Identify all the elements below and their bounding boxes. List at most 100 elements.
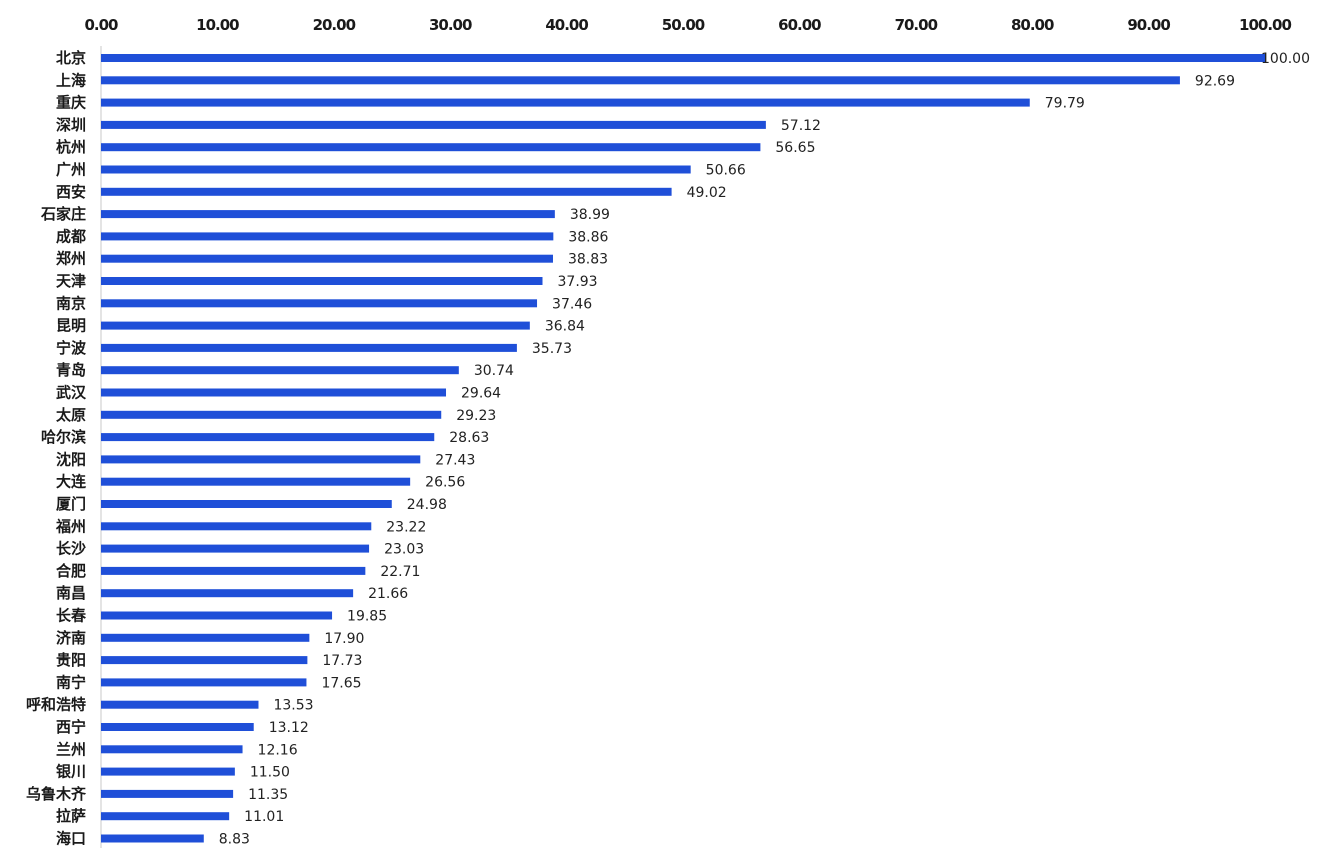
- data-label: 11.35: [248, 787, 288, 803]
- category-label: 天津: [56, 272, 86, 290]
- category-label: 深圳: [56, 116, 86, 134]
- category-label: 南宁: [56, 673, 86, 691]
- data-label: 27.43: [435, 452, 475, 468]
- category-label: 乌鲁木齐: [26, 785, 87, 803]
- bar: [101, 834, 204, 843]
- category-label: 郑州: [56, 250, 86, 268]
- data-label: 38.99: [570, 207, 610, 223]
- data-label: 36.84: [545, 319, 585, 335]
- bar: [101, 656, 308, 665]
- category-label: 广州: [56, 161, 86, 179]
- bar: [101, 812, 230, 821]
- data-labels: 100.00 92.69 79.79 57.12 56.65 50.66 49.02 38.9…: [219, 51, 1310, 848]
- data-label: 50.66: [706, 163, 746, 179]
- category-labels: 北京上海重庆深圳杭州广州西安石家庄成都郑州天津南京昆明宁波青岛武汉太原哈尔滨沈阳…: [26, 49, 87, 848]
- x-tick-label: 40.00: [545, 16, 588, 34]
- bar: [101, 544, 370, 553]
- bar: [101, 143, 761, 152]
- bar: [101, 745, 243, 754]
- bar: [101, 388, 447, 397]
- category-label: 宁波: [56, 339, 87, 357]
- data-label: 19.85: [347, 609, 387, 625]
- category-label: 成都: [56, 227, 86, 245]
- bar: [101, 589, 354, 598]
- category-label: 太原: [56, 406, 86, 424]
- category-label: 贵阳: [56, 651, 86, 669]
- data-label: 11.50: [250, 765, 290, 781]
- category-label: 沈阳: [56, 450, 86, 468]
- category-label: 南昌: [56, 584, 86, 602]
- data-label: 13.53: [273, 698, 313, 714]
- bar: [101, 54, 1265, 62]
- bar: [101, 566, 366, 575]
- data-label: 22.71: [380, 564, 420, 580]
- bar: [101, 522, 372, 531]
- data-label: 57.12: [781, 118, 821, 134]
- data-label: 38.83: [568, 252, 608, 268]
- data-label: 23.22: [386, 519, 426, 535]
- bar: [101, 611, 333, 620]
- bar: [101, 321, 530, 330]
- data-label: 37.93: [558, 274, 598, 290]
- data-label: 29.64: [461, 386, 501, 402]
- x-tick-label: 80.00: [1011, 16, 1054, 34]
- x-tick-label: 10.00: [196, 16, 239, 34]
- x-tick-label: 70.00: [895, 16, 938, 34]
- bar: [101, 789, 234, 798]
- bar: [101, 98, 1030, 107]
- category-label: 拉萨: [56, 807, 86, 825]
- category-label: 哈尔滨: [41, 428, 86, 446]
- category-label: 济南: [56, 629, 86, 647]
- category-label: 长沙: [56, 540, 86, 558]
- bar: [101, 165, 691, 174]
- category-label: 昆明: [56, 317, 86, 335]
- bar: [101, 433, 435, 442]
- bar: [101, 678, 307, 687]
- category-label: 上海: [56, 71, 86, 89]
- data-label: 17.90: [324, 631, 364, 647]
- data-label: 8.83: [219, 832, 250, 848]
- data-label: 11.01: [244, 809, 284, 825]
- bar: [101, 120, 766, 129]
- bar: [101, 700, 259, 709]
- bar: [101, 299, 538, 308]
- data-label: 17.65: [321, 675, 361, 691]
- category-label: 福州: [55, 517, 86, 535]
- bar: [101, 277, 543, 285]
- x-tick-label: 0.00: [84, 16, 118, 34]
- data-label: 38.86: [568, 229, 608, 245]
- category-label: 大连: [56, 473, 87, 491]
- bar: [101, 232, 554, 241]
- bar: [101, 477, 411, 486]
- data-label: 37.46: [552, 296, 592, 312]
- category-label: 重庆: [56, 94, 86, 112]
- bar: [101, 76, 1180, 85]
- category-label: 北京: [56, 49, 86, 67]
- data-label: 30.74: [474, 363, 514, 379]
- bar: [101, 187, 672, 196]
- bar: [101, 410, 442, 419]
- bar: [101, 254, 553, 263]
- data-label: 92.69: [1195, 73, 1235, 89]
- data-label: 23.03: [384, 542, 424, 558]
- category-label: 兰州: [56, 740, 86, 758]
- data-label: 79.79: [1045, 96, 1085, 112]
- category-label: 杭州: [56, 138, 86, 156]
- category-label: 银川: [56, 763, 86, 781]
- x-tick-label: 90.00: [1127, 16, 1170, 34]
- category-label: 石家庄: [40, 205, 86, 223]
- category-label: 合肥: [55, 562, 86, 580]
- bar: [101, 343, 517, 352]
- data-label: 24.98: [407, 497, 447, 513]
- data-label: 35.73: [532, 341, 572, 357]
- data-label: 28.63: [449, 430, 489, 446]
- category-label: 南京: [56, 294, 86, 312]
- data-label: 21.66: [368, 586, 408, 602]
- x-tick-label: 50.00: [662, 16, 705, 34]
- data-label: 12.16: [258, 742, 298, 758]
- category-label: 西安: [56, 183, 86, 201]
- category-label: 呼和浩特: [26, 696, 86, 714]
- bar: [101, 500, 392, 508]
- category-label: 青岛: [56, 361, 86, 379]
